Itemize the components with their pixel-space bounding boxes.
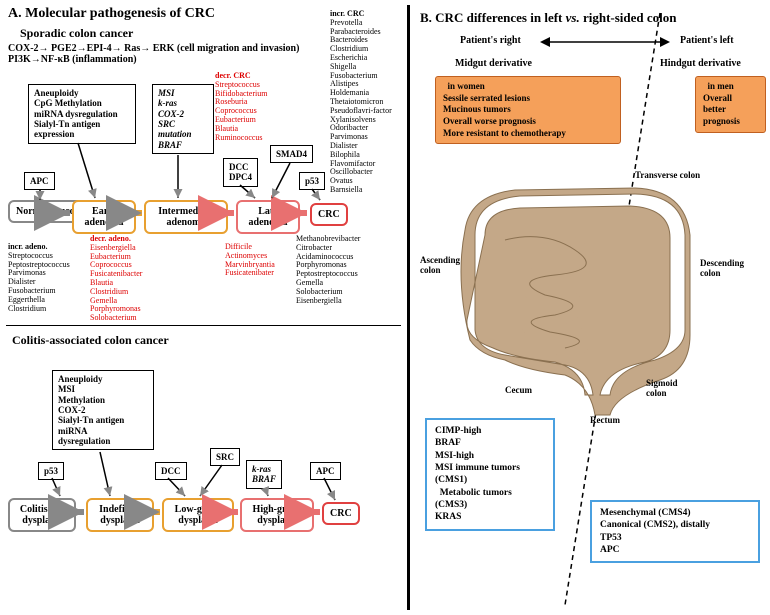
cbox-apc: APC (310, 462, 341, 480)
cstage-3: High-grade dysplasia (240, 498, 314, 532)
stage-crc: CRC (310, 203, 348, 226)
box-dcc: DCC DPC4 (223, 158, 258, 187)
decr-adeno: decr. adeno. EisenbergiellaEubacteriumCo… (90, 235, 142, 323)
panel-divider (407, 5, 410, 610)
cbox-kras: k-ras BRAF (246, 460, 282, 489)
box-msi: MSI k-ras COX-2 SRC mutation BRAF (152, 84, 214, 154)
descending-lbl: Descending colon (700, 258, 755, 278)
pt-right: Patient's right (460, 35, 521, 46)
ascending-lbl: Ascending colon (420, 255, 470, 275)
left-blue-box: Mesenchymal (CMS4) Canonical (CMS2), dis… (590, 500, 760, 563)
cbox-aneu: Aneuploidy MSI Methylation COX-2 Sialyl-… (52, 370, 154, 450)
colitis-subtitle: Colitis-associated colon cancer (12, 333, 169, 348)
lr-arrow (540, 35, 670, 49)
panel-b: B. CRC differences in left vs. right-sid… (420, 10, 765, 26)
incr-crc: incr. CRC PrevotellaParabacteroidesBacte… (330, 10, 392, 195)
box-p53: p53 (299, 172, 325, 190)
crc-black: MethanobrevibacterCitrobacterAcidaminoco… (296, 235, 360, 305)
pt-left: Patient's left (680, 35, 734, 46)
cstage-0: Colitis: no dysplasia (8, 498, 76, 532)
stage-late: Late adenoma (236, 200, 300, 234)
decr-crc: decr. CRC StreptococcusBifidobacteriumRo… (215, 72, 267, 142)
midgut-lbl: Midgut derivative (455, 58, 532, 69)
transverse-lbl: Transverse colon (635, 170, 700, 180)
cecum-lbl: Cecum (505, 385, 532, 395)
cstage-4: CRC (322, 502, 360, 525)
cbox-src: SRC (210, 448, 240, 466)
stage-inter: Intermediate adenoma (144, 200, 228, 234)
stage-early: Early adenoma (72, 200, 136, 234)
box-smad4: SMAD4 (270, 145, 313, 163)
cbox-dcc: DCC (155, 462, 187, 480)
hindgut-lbl: Hindgut derivative (660, 58, 741, 69)
cstage-1: Indefinite dysplasia (86, 498, 154, 532)
incr-adeno: incr. adeno. StreptococcusPeptostreptoco… (8, 243, 70, 313)
sigmoid-lbl: Sigmoid colon (646, 378, 691, 398)
rectum-lbl: Rectum (590, 415, 620, 425)
right-orange-box: in women Sessile serrated lesions Mucino… (435, 76, 621, 144)
cstage-2: Low-grade dysplasia (162, 498, 234, 532)
panel-b-title: B. CRC differences in left vs. right-sid… (420, 10, 765, 26)
box-aneuploidy: Aneuploidy CpG Methylation miRNA dysregu… (28, 84, 136, 144)
left-orange-box: in men Overall better prognosis (695, 76, 766, 133)
box-apc: APC (24, 172, 55, 190)
late-red: DifficileActinomycesMarvinbryantiaFusica… (225, 243, 275, 278)
cbox-p53: p53 (38, 462, 64, 480)
sporadic-colitis-divider (6, 325, 401, 326)
right-blue-box: CIMP-high BRAF MSI-high MSI immune tumor… (425, 418, 555, 531)
